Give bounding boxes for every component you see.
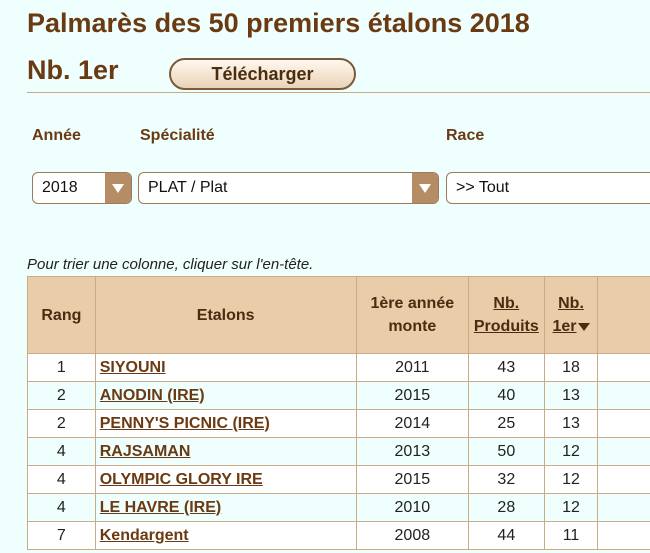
year-select[interactable]: 2018 xyxy=(32,172,132,204)
table-body: 1 SIYOUNI 2011 43 18 2 ANODIN (IRE) 2015 40 13 2 PE… xyxy=(27,353,650,550)
rank-cell: 7 xyxy=(27,521,96,550)
table-row: 2 PENNY'S PICNIC (IRE) 2014 25 13 xyxy=(27,409,650,438)
header-divider xyxy=(27,92,650,93)
download-button[interactable]: Télécharger xyxy=(169,58,356,90)
stallion-cell: ANODIN (IRE) xyxy=(94,381,357,410)
table-row: 4 RAJSAMAN 2013 50 12 xyxy=(27,437,650,466)
first-places-cell: 18 xyxy=(543,353,599,382)
first-year-cell: 2008 xyxy=(355,521,469,550)
stallion-link[interactable]: OLYMPIC GLORY IRE xyxy=(99,470,263,488)
specialty-select[interactable]: PLAT / Plat xyxy=(138,172,439,204)
extra-cell xyxy=(597,353,650,382)
products-header-line1[interactable]: Nb. xyxy=(493,295,520,312)
table-row: 7 Kendargent 2008 44 11 xyxy=(27,521,650,550)
table-row: 4 OLYMPIC GLORY IRE 2015 32 12 xyxy=(27,465,650,494)
products-cell: 28 xyxy=(467,493,545,522)
products-cell: 40 xyxy=(467,381,545,410)
chevron-down-icon[interactable] xyxy=(105,173,131,203)
breed-filter-label: Race xyxy=(446,127,485,144)
chevron-down-icon[interactable] xyxy=(412,173,438,203)
first-year-header-line2: monte xyxy=(388,318,437,335)
table-header-row: Rang Etalons 1ère année monte Nb. Produi… xyxy=(27,276,650,354)
stallion-cell: OLYMPIC GLORY IRE xyxy=(94,465,357,494)
extra-cell xyxy=(597,521,650,550)
first-places-header-line1[interactable]: Nb. xyxy=(558,295,584,312)
sort-hint: Pour trier une colonne, cliquer sur l'en… xyxy=(27,256,314,273)
first-places-cell: 12 xyxy=(543,465,599,494)
products-cell: 25 xyxy=(467,409,545,438)
first-places-column-header[interactable]: Nb. 1er xyxy=(543,276,599,354)
specialty-select-value: PLAT / Plat xyxy=(148,179,228,196)
first-year-cell: 2013 xyxy=(355,437,469,466)
first-year-cell: 2010 xyxy=(355,493,469,522)
rank-column-header[interactable]: Rang xyxy=(27,276,96,354)
sort-desc-icon xyxy=(577,322,590,331)
stallion-link[interactable]: SIYOUNI xyxy=(99,358,166,376)
first-places-header-line2[interactable]: 1er xyxy=(552,318,577,335)
rank-cell: 4 xyxy=(27,465,96,494)
stallion-cell: LE HAVRE (IRE) xyxy=(94,493,357,522)
stallion-link[interactable]: ANODIN (IRE) xyxy=(99,386,205,404)
first-year-column-header[interactable]: 1ère année monte xyxy=(355,276,469,354)
stallion-cell: SIYOUNI xyxy=(94,353,357,382)
stallion-ranking-table: Rang Etalons 1ère année monte Nb. Produi… xyxy=(27,276,650,550)
first-places-cell: 12 xyxy=(543,493,599,522)
products-header-line2[interactable]: Produits xyxy=(473,318,539,335)
extra-cell xyxy=(597,409,650,438)
rank-cell: 2 xyxy=(27,409,96,438)
products-cell: 32 xyxy=(467,465,545,494)
first-places-cell: 13 xyxy=(543,381,599,410)
breed-select-value: >> Tout xyxy=(456,179,510,196)
stallion-link[interactable]: PENNY'S PICNIC (IRE) xyxy=(99,414,270,432)
page-subtitle: Nb. 1er xyxy=(27,55,119,85)
extra-cell xyxy=(597,465,650,494)
year-filter-label: Année xyxy=(32,127,81,144)
first-year-cell: 2015 xyxy=(355,381,469,410)
page-title: Palmarès des 50 premiers étalons 2018 xyxy=(27,8,530,38)
rank-cell: 1 xyxy=(27,353,96,382)
first-year-cell: 2014 xyxy=(355,409,469,438)
stallion-link[interactable]: LE HAVRE (IRE) xyxy=(99,498,222,516)
extra-cell xyxy=(597,381,650,410)
extra-column-header xyxy=(597,276,650,354)
stallion-link[interactable]: RAJSAMAN xyxy=(99,442,191,460)
first-year-cell: 2011 xyxy=(355,353,469,382)
products-column-header[interactable]: Nb. Produits xyxy=(467,276,545,354)
extra-cell xyxy=(597,493,650,522)
table-row: 1 SIYOUNI 2011 43 18 xyxy=(27,353,650,382)
first-places-cell: 11 xyxy=(543,521,599,550)
stallion-column-header[interactable]: Etalons xyxy=(94,276,357,354)
first-year-cell: 2015 xyxy=(355,465,469,494)
stallion-cell: Kendargent xyxy=(94,521,357,550)
products-cell: 44 xyxy=(467,521,545,550)
stallion-cell: PENNY'S PICNIC (IRE) xyxy=(94,409,357,438)
products-cell: 43 xyxy=(467,353,545,382)
first-places-cell: 13 xyxy=(543,409,599,438)
products-cell: 50 xyxy=(467,437,545,466)
first-places-cell: 12 xyxy=(543,437,599,466)
stallion-cell: RAJSAMAN xyxy=(94,437,357,466)
rank-cell: 4 xyxy=(27,493,96,522)
first-year-header-line1: 1ère année xyxy=(370,295,455,312)
extra-cell xyxy=(597,437,650,466)
rank-cell: 2 xyxy=(27,381,96,410)
table-row: 2 ANODIN (IRE) 2015 40 13 xyxy=(27,381,650,410)
year-select-value: 2018 xyxy=(42,179,78,196)
breed-select[interactable]: >> Tout xyxy=(446,172,650,204)
stallion-link[interactable]: Kendargent xyxy=(99,526,189,544)
rank-cell: 4 xyxy=(27,437,96,466)
table-row: 4 LE HAVRE (IRE) 2010 28 12 xyxy=(27,493,650,522)
specialty-filter-label: Spécialité xyxy=(140,127,215,144)
